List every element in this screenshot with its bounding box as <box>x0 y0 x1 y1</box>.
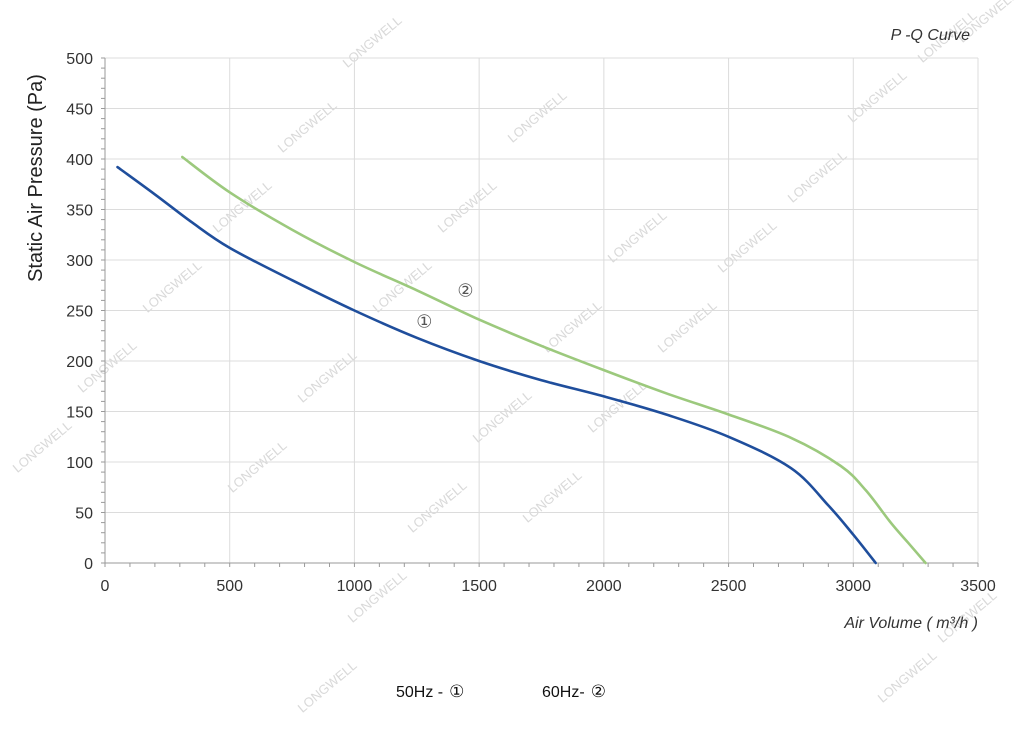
x-tick-label-3000: 3000 <box>835 578 871 595</box>
legend-symbol-2: ② <box>590 682 606 702</box>
series-line-2 <box>181 155 927 565</box>
x-tick-label-1000: 1000 <box>337 578 373 595</box>
watermark-text-5: LONGWELL <box>10 418 75 476</box>
x-tick-label-1500: 1500 <box>461 578 497 595</box>
series-line-1 <box>116 165 877 565</box>
x-tick-label-3500: 3500 <box>960 578 996 595</box>
annotations: ①② <box>416 280 473 332</box>
watermark-text-18: LONGWELL <box>655 298 720 356</box>
watermark-text-0: LONGWELL <box>340 13 405 71</box>
y-tick-label-300: 300 <box>66 253 93 270</box>
chart-title: P -Q Curve <box>891 27 971 44</box>
y-tick-label-350: 350 <box>66 203 93 220</box>
x-tick-label-500: 500 <box>216 578 243 595</box>
y-tick-label-450: 450 <box>66 102 93 119</box>
series-marker-2: ② <box>457 280 473 301</box>
watermark-text-6: LONGWELL <box>505 88 570 146</box>
tick-labels: 0 500 1000 1500 2000 2500 3000 3500 0 50 100 150 200… <box>66 51 996 595</box>
watermark-text-3: LONGWELL <box>140 258 205 316</box>
y-axis-label: Static Air Pressure (Pa) <box>25 74 47 282</box>
y-tick-label-400: 400 <box>66 152 93 169</box>
series-layer <box>116 155 927 565</box>
watermark-text-24: LONGWELL <box>875 648 940 706</box>
watermark-text-20: LONGWELL <box>520 468 585 526</box>
legend-label-60hz: 60Hz- <box>542 684 585 701</box>
y-tick-label-50: 50 <box>75 506 93 523</box>
y-tick-label-500: 500 <box>66 51 93 68</box>
series-marker-1: ① <box>416 312 432 333</box>
legend-item-60hz: 60Hz- ② <box>542 682 606 702</box>
y-tick-label-0: 0 <box>84 556 93 573</box>
watermark-text-14: LONGWELL <box>405 478 470 536</box>
y-tick-label-150: 150 <box>66 405 93 422</box>
watermark-text-8: LONGWELL <box>370 258 435 316</box>
watermark-text-7: LONGWELL <box>435 178 500 236</box>
x-tick-label-2000: 2000 <box>586 578 622 595</box>
watermark-layer: LONGWELLLONGWELLLONGWELLLONGWELLLONGWELL… <box>10 0 1020 716</box>
legend-symbol-1: ① <box>449 682 465 702</box>
watermark-text-17: LONGWELL <box>715 218 780 276</box>
y-tick-label-200: 200 <box>66 354 93 371</box>
x-tick-label-2500: 2500 <box>711 578 747 595</box>
axes <box>101 57 979 567</box>
watermark-text-21: LONGWELL <box>785 148 850 206</box>
legend-label-50hz: 50Hz - <box>396 684 444 701</box>
watermark-text-10: LONGWELL <box>225 438 290 496</box>
legend-item-50hz: 50Hz - ① <box>396 682 464 702</box>
x-tick-label-0: 0 <box>101 578 110 595</box>
x-axis-label: Air Volume ( m³/h ) <box>843 615 978 632</box>
watermark-text-1: LONGWELL <box>275 98 340 156</box>
y-tick-label-100: 100 <box>66 455 93 472</box>
watermark-text-11: LONGWELL <box>605 208 670 266</box>
watermark-text-22: LONGWELL <box>845 68 910 126</box>
watermark-text-9: LONGWELL <box>295 348 360 406</box>
watermark-text-12: LONGWELL <box>540 298 605 356</box>
y-tick-label-250: 250 <box>66 304 93 321</box>
watermark-text-16: LONGWELL <box>295 658 360 716</box>
watermark-text-15: LONGWELL <box>345 568 410 626</box>
